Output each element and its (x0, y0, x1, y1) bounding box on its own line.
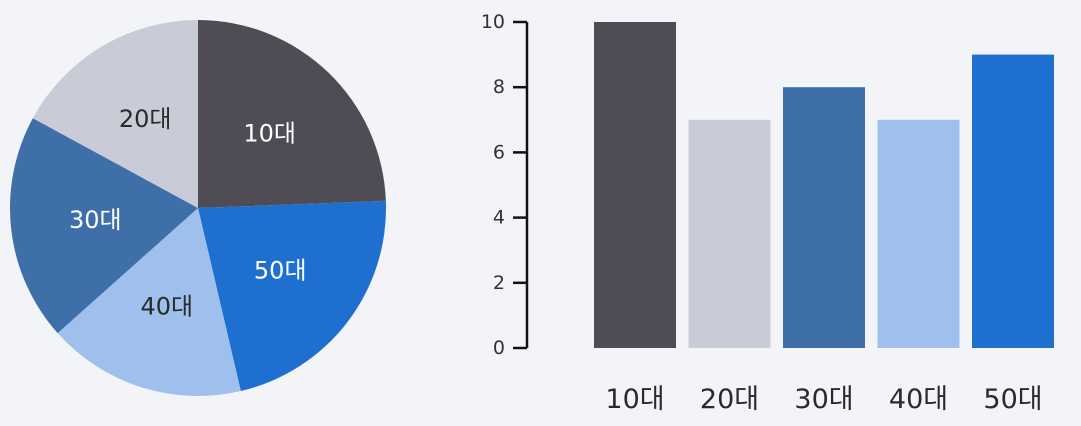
y-tick-label-0: 0 (493, 337, 505, 359)
pie-slice-20-4 (32, 20, 199, 208)
y-tick-label-5: 10 (481, 11, 505, 33)
pie-label-30-3: 30대 (69, 206, 122, 234)
x-category-label-10-0: 10대 (605, 384, 664, 415)
y-tick-label-2: 4 (493, 207, 505, 229)
pie-slice-10-0 (198, 20, 386, 208)
pie-label-20-4: 20대 (119, 105, 172, 133)
x-category-label-30-2: 30대 (794, 384, 853, 415)
pie-slice-40-2 (57, 208, 241, 396)
pie-label-10-0: 10대 (243, 119, 296, 147)
y-tick-label-1: 2 (493, 272, 505, 294)
pie-label-50-1: 50대 (254, 257, 307, 285)
pie-slice-30-3 (9, 118, 199, 334)
bar-20-1 (688, 119, 771, 348)
x-category-label-20-1: 20대 (700, 384, 759, 415)
bar-10-0 (594, 22, 676, 348)
bar-40-3 (877, 119, 960, 348)
pie-chart: 10대 50대 40대 30대 20대 (9, 20, 386, 396)
bar-50-4 (972, 54, 1054, 348)
pie-slice-50-1 (198, 200, 386, 392)
pie-label-40-2: 40대 (140, 293, 193, 321)
x-category-label-50-4: 50대 (983, 384, 1042, 415)
x-category-label-40-3: 40대 (889, 384, 948, 415)
y-tick-label-3: 6 (493, 141, 505, 163)
bar-30-2 (783, 87, 865, 348)
y-tick-label-4: 8 (493, 76, 505, 98)
